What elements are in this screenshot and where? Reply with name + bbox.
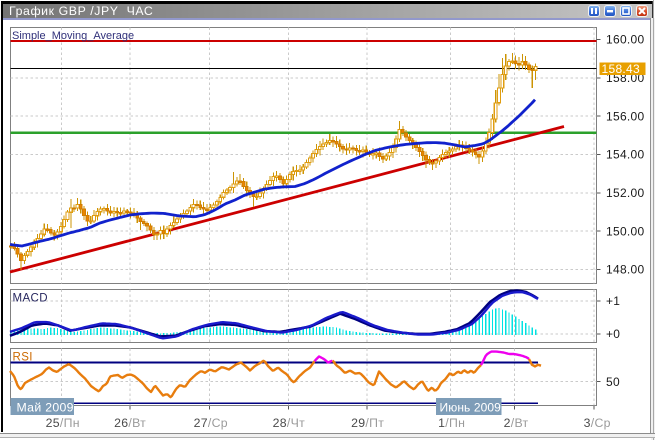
svg-text:Июнь 2009: Июнь 2009 [440,401,502,415]
svg-text:Май 2009: Май 2009 [17,401,74,415]
svg-text:148.00: 148.00 [606,263,645,277]
svg-text:Simple_Moving_Average: Simple_Moving_Average [12,30,134,42]
svg-text:1/Пн: 1/Пн [438,416,465,430]
svg-text:26/Вт: 26/Вт [114,416,146,430]
svg-text:152.00: 152.00 [606,186,645,200]
svg-text:25/Пн: 25/Пн [46,416,80,430]
svg-text:158.43: 158.43 [602,62,641,76]
svg-text:28/Чт: 28/Чт [273,416,305,430]
svg-text:MACD: MACD [13,293,48,305]
svg-text:+1: +1 [606,294,620,308]
svg-text:27/Ср: 27/Ср [194,416,228,430]
svg-text:160.00: 160.00 [606,33,645,47]
svg-text:150.00: 150.00 [606,224,645,238]
svg-text:156.00: 156.00 [606,109,645,123]
svg-text:RSI: RSI [13,352,33,364]
svg-text:2/Вт: 2/Вт [504,416,529,430]
svg-text:+0: +0 [606,327,620,341]
svg-text:50: 50 [606,375,620,389]
svg-text:3/Ср: 3/Ср [584,416,611,430]
svg-text:29/Пт: 29/Пт [351,416,384,430]
svg-text:154.00: 154.00 [606,148,645,162]
